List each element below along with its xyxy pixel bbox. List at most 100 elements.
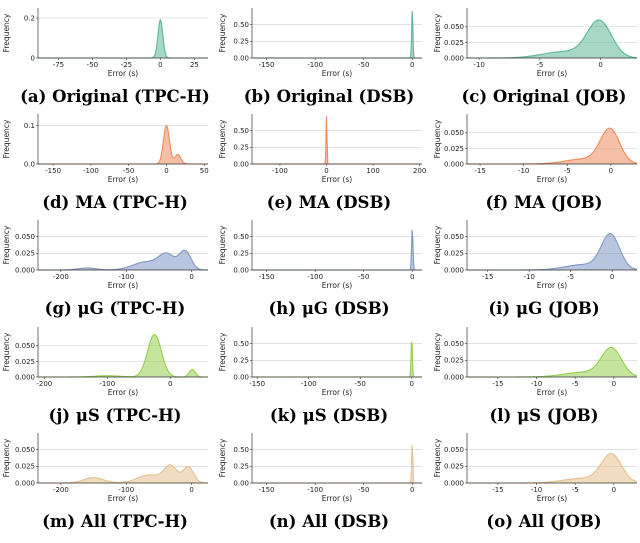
ytick-label: 0.00 bbox=[233, 54, 249, 62]
xtick-label: 0 bbox=[189, 273, 193, 281]
xtick-label: -200 bbox=[53, 273, 69, 281]
x-axis-label: Error (s) bbox=[322, 69, 352, 78]
panel-caption: (h) μG (DSB) bbox=[268, 299, 389, 318]
y-axis-label: Frequency bbox=[2, 332, 11, 371]
panel-1: 0 0.2 -75 -50 -25 0 25 Error (s) Frequency (a) Or… bbox=[2, 8, 210, 106]
ytick-label: 0.00 bbox=[233, 479, 249, 487]
ytick-label: 0.2 bbox=[24, 14, 35, 22]
xtick-label: -100 bbox=[307, 273, 323, 281]
panel-5: 0.00 0.25 0.50 -100 0 100 200 Error (s) Frequenc… bbox=[218, 114, 426, 212]
xtick-label: -75 bbox=[53, 61, 64, 69]
y-axis-label: Frequency bbox=[433, 119, 442, 158]
panel-caption: (o) All (JOB) bbox=[486, 512, 601, 531]
ytick-label: 0.50 bbox=[233, 233, 249, 241]
xtick-label: -200 bbox=[36, 380, 52, 388]
density-area bbox=[38, 125, 208, 164]
xtick-label: -100 bbox=[118, 486, 134, 494]
xtick-label: 0 bbox=[609, 167, 613, 175]
ytick-label: 0.050 bbox=[444, 340, 464, 348]
y-axis-label: Frequency bbox=[2, 119, 11, 158]
xtick-label: -5 bbox=[567, 273, 574, 281]
ytick-label: 0.50 bbox=[233, 127, 249, 135]
xtick-label: -15 bbox=[492, 380, 503, 388]
x-axis-label: Error (s) bbox=[108, 388, 138, 397]
xtick-label: -150 bbox=[259, 486, 275, 494]
xtick-label: 0 bbox=[410, 61, 414, 69]
xtick-label: -5 bbox=[572, 486, 579, 494]
density-area bbox=[252, 116, 422, 164]
panel-caption: (n) All (DSB) bbox=[269, 512, 389, 531]
xtick-label: 200 bbox=[413, 167, 426, 175]
ytick-label: 0.025 bbox=[444, 145, 464, 153]
x-axis-label: Error (s) bbox=[322, 388, 352, 397]
panel-caption: (i) μG (JOB) bbox=[488, 299, 599, 318]
density-area bbox=[38, 250, 208, 270]
y-axis-label: Frequency bbox=[218, 438, 227, 477]
ytick-label: 0 bbox=[31, 54, 35, 62]
xtick-label: -15 bbox=[474, 167, 485, 175]
xtick-label: 0 bbox=[168, 380, 172, 388]
density-area bbox=[252, 342, 422, 377]
panel-14: 0.00 0.25 0.50 -150 -100 -50 0 Error (s) Frequen… bbox=[218, 433, 422, 531]
panel-2: 0.00 0.25 0.50 -150 -100 -50 0 Error (s) Frequen… bbox=[218, 8, 422, 106]
density-area bbox=[467, 233, 637, 270]
x-axis-label: Error (s) bbox=[322, 494, 352, 503]
x-axis-label: Error (s) bbox=[108, 281, 138, 290]
density-area bbox=[467, 128, 637, 164]
panel-4: 0.0 0.1 -150 -100 -50 0 50 Error (s) Frequency (d… bbox=[2, 114, 209, 212]
xtick-label: 0 bbox=[410, 273, 414, 281]
xtick-label: 0 bbox=[410, 486, 414, 494]
x-axis-label: Error (s) bbox=[322, 281, 352, 290]
ytick-label: 0.050 bbox=[444, 23, 464, 31]
xtick-label: 0 bbox=[612, 486, 616, 494]
y-axis-label: Frequency bbox=[218, 119, 227, 158]
panel-11: 0.00 0.25 0.50 -150 -100 -50 0 Error (s) Frequen… bbox=[218, 327, 422, 425]
ytick-label: 0.50 bbox=[233, 446, 249, 454]
xtick-label: 0 bbox=[612, 380, 616, 388]
panel-15: 0.000 0.025 0.050 -15 -10 -5 0 Error (s) Frequen… bbox=[433, 433, 638, 531]
density-area bbox=[467, 20, 637, 58]
xtick-label: -15 bbox=[482, 273, 493, 281]
xtick-label: 50 bbox=[200, 167, 209, 175]
x-axis-label: Error (s) bbox=[537, 175, 567, 184]
xtick-label: 25 bbox=[190, 61, 199, 69]
x-axis-label: Error (s) bbox=[108, 175, 138, 184]
x-axis-label: Error (s) bbox=[537, 388, 567, 397]
ytick-label: 0.025 bbox=[15, 250, 35, 258]
xtick-label: 0 bbox=[189, 486, 193, 494]
ytick-label: 0.000 bbox=[15, 479, 35, 487]
ytick-label: 0.00 bbox=[233, 373, 249, 381]
ytick-label: 0.000 bbox=[444, 266, 464, 274]
xtick-label: 100 bbox=[366, 167, 379, 175]
x-axis-label: Error (s) bbox=[537, 281, 567, 290]
density-line bbox=[252, 341, 422, 378]
ytick-label: 0.00 bbox=[233, 160, 249, 168]
ytick-label: 0.000 bbox=[444, 160, 464, 168]
xtick-label: -10 bbox=[523, 273, 534, 281]
xtick-label: -10 bbox=[531, 380, 542, 388]
density-line bbox=[252, 10, 422, 59]
ytick-label: 0.000 bbox=[444, 479, 464, 487]
xtick-label: -100 bbox=[99, 380, 115, 388]
ytick-label: 0.25 bbox=[233, 144, 249, 152]
ytick-label: 0.000 bbox=[444, 373, 464, 381]
panel-caption: (f) MA (JOB) bbox=[485, 193, 602, 212]
panel-caption: (a) Original (TPC-H) bbox=[20, 87, 210, 106]
xtick-label: -50 bbox=[354, 380, 365, 388]
density-area bbox=[252, 10, 422, 58]
y-axis-label: Frequency bbox=[433, 438, 442, 477]
xtick-label: 0 bbox=[598, 61, 602, 69]
y-axis-label: Frequency bbox=[2, 225, 11, 264]
xtick-label: -10 bbox=[531, 486, 542, 494]
ytick-label: 0.000 bbox=[444, 54, 464, 62]
xtick-label: -100 bbox=[307, 486, 323, 494]
ytick-label: 0.050 bbox=[444, 233, 464, 241]
density-area bbox=[38, 20, 208, 59]
ytick-label: 0.050 bbox=[15, 342, 35, 350]
xtick-label: -100 bbox=[83, 167, 99, 175]
panel-7: 0.000 0.025 0.050 -200 -100 0 Error (s) Frequen… bbox=[2, 220, 209, 318]
ytick-label: 0.000 bbox=[15, 266, 35, 274]
ytick-label: 0.050 bbox=[15, 233, 35, 241]
xtick-label: 0 bbox=[324, 167, 328, 175]
